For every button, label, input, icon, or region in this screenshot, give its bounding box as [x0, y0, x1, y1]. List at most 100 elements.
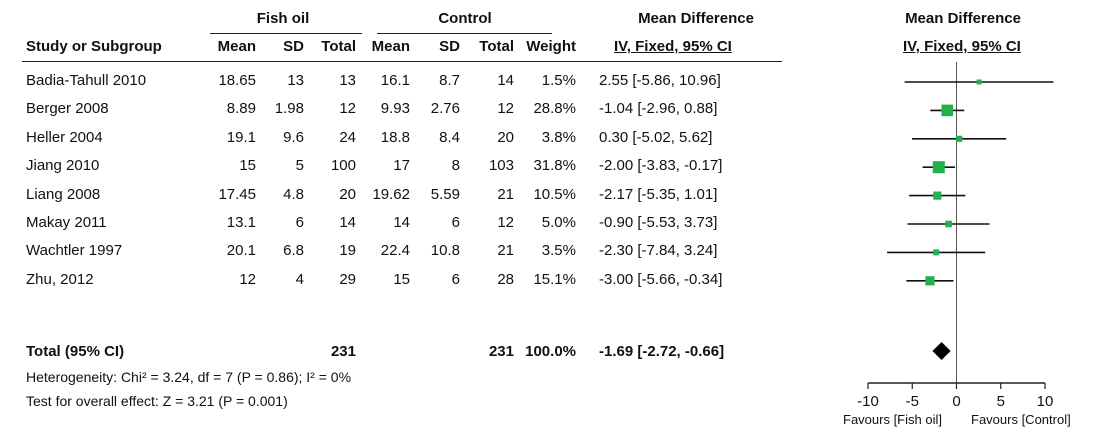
study-name-cell: Badia-Tahull 2010 [26, 72, 147, 89]
study-name-cell: Jiang 2010 [26, 157, 100, 175]
study-name-cell: Heller 2004 [26, 128, 103, 146]
effect-title-plot: Mean Difference [905, 10, 1021, 27]
study-marker [956, 135, 963, 142]
total-weight: 100.0% [525, 343, 576, 360]
study-n2-cell: 21 [497, 185, 514, 203]
study-ci-cell: -3.00 [-5.66, -0.34] [599, 270, 723, 288]
x-axis-tick-label: -10 [857, 393, 879, 410]
study-mean2-cell: 14 [393, 214, 410, 231]
study-mean2-cell: 22.4 [380, 242, 410, 260]
study-weight-cell: 15.1% [533, 270, 576, 288]
study-mean1-cell: 18.65 [218, 72, 256, 89]
weight-header: Weight [526, 38, 576, 55]
study-mean1-cell: 15 [239, 157, 256, 175]
total1-header: Total [321, 38, 356, 55]
study-mean2-cell: 17 [393, 157, 410, 175]
effect-title-table: Mean Difference [638, 10, 754, 27]
table-header-rule [22, 61, 782, 62]
study-name-cell: Zhu, 2012 [26, 270, 94, 288]
study-n2-cell: 14 [497, 72, 514, 89]
study-column-header: Study or Subgroup [26, 38, 162, 55]
study-marker [976, 79, 982, 85]
study-mean1-cell: 19.1 [226, 128, 256, 146]
study-sd1-cell: 4 [295, 270, 304, 288]
study-ci-cell: -2.30 [-7.84, 3.24] [599, 242, 718, 260]
group1-underline [210, 33, 362, 34]
study-marker [933, 191, 942, 200]
group1-header: Fish oil [256, 10, 310, 27]
total-ci: -1.69 [-2.72, -0.66] [599, 343, 725, 360]
study-n2-cell: 21 [497, 242, 514, 260]
study-n1-cell: 12 [339, 100, 356, 118]
study-sd2-cell: 2.76 [430, 100, 460, 118]
study-sd1-cell: 4.8 [283, 185, 304, 203]
method-header-plot: IV, Fixed, 95% CI [903, 38, 1021, 55]
study-n1-cell: 24 [339, 128, 356, 146]
study-name-cell: Wachtler 1997 [26, 242, 123, 260]
study-mean1-cell: 20.1 [226, 242, 256, 260]
overall-effect-text: Test for overall effect: Z = 3.21 (P = 0… [26, 393, 288, 409]
study-sd2-cell: 8.7 [439, 72, 460, 89]
study-weight-cell: 1.5% [541, 72, 576, 89]
study-mean1-cell: 12 [239, 270, 256, 288]
study-sd1-cell: 1.98 [274, 100, 304, 118]
study-n2-cell: 12 [497, 214, 514, 231]
study-ci-cell: -1.04 [-2.96, 0.88] [599, 100, 718, 118]
study-mean2-cell: 16.1 [380, 72, 410, 89]
study-sd2-cell: 6 [451, 270, 460, 288]
study-sd2-cell: 5.59 [430, 185, 460, 203]
study-mean2-cell: 15 [393, 270, 410, 288]
study-n2-cell: 28 [497, 270, 514, 288]
study-sd2-cell: 6 [451, 214, 460, 231]
group2-header: Control [438, 10, 492, 27]
total2-header: Total [479, 38, 514, 55]
study-n2-cell: 103 [488, 157, 514, 175]
study-ci-cell: -2.17 [-5.35, 1.01] [599, 185, 718, 203]
x-axis-tick-label: 10 [1037, 393, 1054, 410]
study-n1-cell: 20 [339, 185, 356, 203]
study-weight-cell: 31.8% [533, 157, 576, 175]
study-marker [933, 249, 940, 256]
study-n2-cell: 12 [497, 100, 514, 118]
total-label: Total (95% CI) [26, 343, 125, 360]
study-sd1-cell: 5 [295, 157, 304, 175]
study-marker [932, 161, 945, 174]
study-n1-cell: 13 [339, 72, 356, 89]
study-sd1-cell: 6 [295, 214, 304, 231]
study-sd1-cell: 13 [287, 72, 304, 89]
x-axis-tick-label: 5 [997, 393, 1005, 410]
mean1-header: Mean [217, 38, 256, 55]
study-sd1-cell: 9.6 [283, 128, 304, 146]
group2-underline [377, 33, 552, 34]
study-sd2-cell: 8.4 [439, 128, 460, 146]
study-ci-cell: -0.90 [-5.53, 3.73] [599, 214, 718, 231]
study-weight-cell: 28.8% [533, 100, 576, 118]
heterogeneity-text: Heterogeneity: Chi² = 3.24, df = 7 (P = … [26, 369, 352, 385]
study-marker [941, 104, 954, 117]
study-n1-cell: 19 [339, 242, 356, 260]
pooled-diamond [932, 342, 951, 360]
sd2-header: SD [439, 38, 460, 55]
study-mean2-cell: 19.62 [372, 185, 410, 203]
study-name-cell: Berger 2008 [26, 100, 109, 118]
study-name-cell: Makay 2011 [26, 214, 107, 231]
study-n2-cell: 20 [497, 128, 514, 146]
study-name-cell: Liang 2008 [26, 185, 101, 203]
study-n1-cell: 29 [339, 270, 356, 288]
study-ci-cell: -2.00 [-3.83, -0.17] [599, 157, 723, 175]
method-header-table: IV, Fixed, 95% CI [614, 38, 732, 55]
study-weight-cell: 5.0% [541, 214, 576, 231]
study-marker [925, 276, 935, 286]
study-n1-cell: 100 [330, 157, 356, 175]
study-weight-cell: 10.5% [533, 185, 576, 203]
favours-left-label: Favours [Fish oil] [843, 412, 942, 427]
study-sd2-cell: 10.8 [430, 242, 460, 260]
study-weight-cell: 3.8% [541, 128, 576, 146]
study-ci-cell: 2.55 [-5.86, 10.96] [599, 72, 721, 89]
study-sd2-cell: 8 [451, 157, 460, 175]
favours-right-label: Favours [Control] [971, 412, 1071, 427]
study-n1-cell: 14 [339, 214, 356, 231]
study-ci-cell: 0.30 [-5.02, 5.62] [599, 128, 713, 146]
study-sd1-cell: 6.8 [283, 242, 304, 260]
